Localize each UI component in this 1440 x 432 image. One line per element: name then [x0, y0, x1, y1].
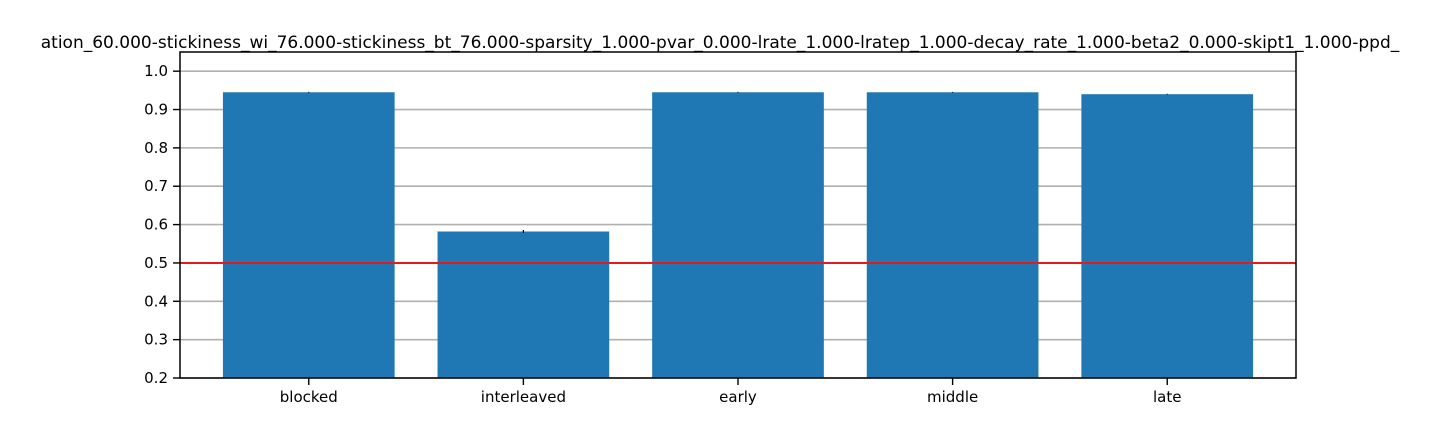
y-tick-label: 0.8	[144, 139, 168, 157]
y-tick-label: 0.3	[144, 331, 168, 349]
bar-interleaved	[437, 231, 610, 378]
y-tick-label: 0.9	[144, 101, 168, 119]
y-tick-label: 0.5	[144, 254, 168, 272]
y-tick-label: 0.2	[144, 369, 168, 387]
x-tick-label: early	[719, 388, 757, 406]
x-tick-label: blocked	[280, 388, 338, 406]
y-tick-label: 1.0	[144, 62, 168, 80]
chart-title: ation_60.000-stickiness_wi_76.000-sticki…	[41, 33, 1400, 53]
bar-middle	[866, 92, 1039, 378]
x-tick-label: middle	[927, 388, 978, 406]
x-tick-label: interleaved	[481, 388, 566, 406]
bar-late	[1081, 94, 1254, 378]
bar-blocked	[222, 92, 395, 378]
x-tick-label: late	[1153, 388, 1181, 406]
bar-early	[652, 92, 824, 378]
x-axis: blocked interleaved early middle late	[280, 378, 1181, 406]
bars-layer	[222, 91, 1254, 378]
y-tick-label: 0.6	[144, 216, 168, 234]
y-tick-label: 0.7	[144, 177, 168, 195]
y-axis: 0.2 0.3 0.4 0.5 0.6 0.7 0.8 0.9 1.0	[144, 62, 180, 387]
y-tick-label: 0.4	[144, 292, 168, 310]
